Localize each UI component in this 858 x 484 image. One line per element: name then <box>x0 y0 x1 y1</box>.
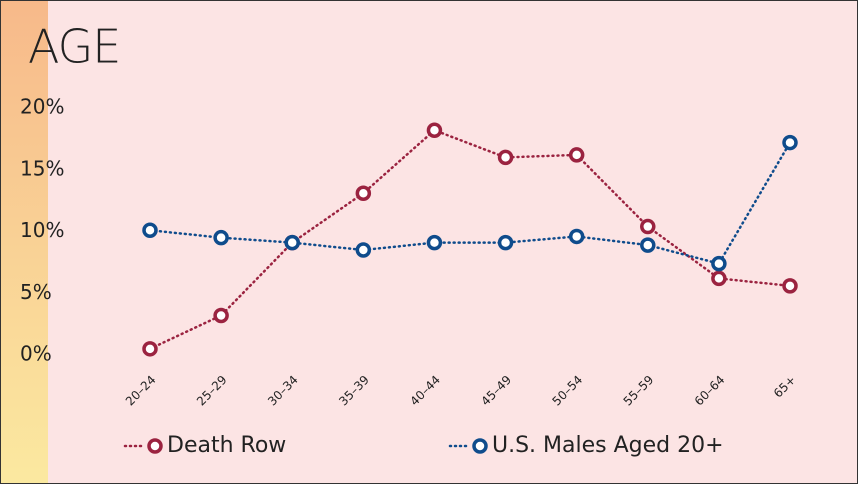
point <box>713 272 725 284</box>
point <box>713 258 725 270</box>
legend-marker <box>474 440 486 452</box>
y-tick-label: 5% <box>20 280 52 304</box>
legend-marker <box>149 440 161 452</box>
point <box>428 237 440 249</box>
point <box>500 151 512 163</box>
chart: AGE 0%5%10%15%20%20–2425–2930–3435–3940–… <box>0 0 858 484</box>
point <box>642 221 654 233</box>
legend-label: Death Row <box>167 433 286 458</box>
point <box>357 187 369 199</box>
point <box>215 309 227 321</box>
point <box>144 224 156 236</box>
y-tick-label: 20% <box>20 95 64 119</box>
y-tick-label: 15% <box>20 156 64 180</box>
point <box>500 237 512 249</box>
point <box>428 124 440 136</box>
point <box>357 244 369 256</box>
y-tick-label: 10% <box>20 218 64 242</box>
point <box>571 230 583 242</box>
point <box>784 280 796 292</box>
point <box>642 239 654 251</box>
legend-label: U.S. Males Aged 20+ <box>492 433 724 458</box>
y-tick-label: 0% <box>20 342 52 366</box>
chart-title: AGE <box>28 20 120 74</box>
point <box>286 237 298 249</box>
point <box>215 232 227 244</box>
point <box>144 343 156 355</box>
point <box>571 149 583 161</box>
point <box>784 137 796 149</box>
